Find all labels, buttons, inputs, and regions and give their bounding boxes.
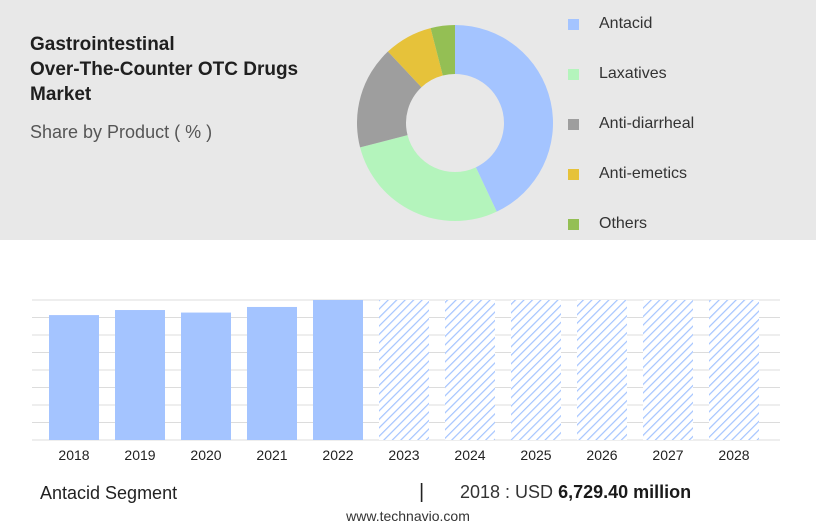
segment-value-prefix: 2018 : USD xyxy=(460,482,554,502)
x-tick-label-2019: 2019 xyxy=(124,447,155,463)
x-tick-label-2028: 2028 xyxy=(718,447,749,463)
x-tick-label-2026: 2026 xyxy=(586,447,617,463)
donut-legend: Antacid Laxatives Anti-diarrheal Anti-emeti… xyxy=(568,12,694,262)
forecast-bar-2024 xyxy=(445,300,495,440)
forecast-bar-2027 xyxy=(643,300,693,440)
donut-slice-laxatives xyxy=(360,135,497,221)
x-tick-label-2025: 2025 xyxy=(520,447,551,463)
forecast-bar-2023 xyxy=(379,300,429,440)
donut-slice-anti-diarrheal xyxy=(357,51,422,148)
title-line-2: Over-The-Counter OTC Drugs xyxy=(30,59,299,80)
title-line-1: Gastrointestinal xyxy=(30,34,175,55)
x-tick-label-2022: 2022 xyxy=(322,447,353,463)
bar-2019 xyxy=(115,310,165,440)
legend-swatch xyxy=(568,219,579,230)
site-url: www.technavio.com xyxy=(346,508,470,524)
bar-2021 xyxy=(247,306,297,440)
x-tick-label-2027: 2027 xyxy=(652,447,683,463)
legend-swatch xyxy=(568,69,579,80)
chart-subtitle: Share by Product ( % ) xyxy=(30,122,213,142)
title-line-3: Market xyxy=(30,84,92,105)
forecast-bar-2025 xyxy=(511,300,561,440)
forecast-bar-2028 xyxy=(709,300,759,440)
footer-divider: | xyxy=(419,481,425,503)
legend-label: Others xyxy=(599,215,648,232)
legend-item-anti-diarrheal: Anti-diarrheal xyxy=(568,112,694,162)
x-tick-label-2024: 2024 xyxy=(454,447,485,463)
bar-2018 xyxy=(49,315,99,440)
bar-chart: 2018 2019 2020 2021 2022 2023 2024 2025 2026 2027… xyxy=(32,299,780,463)
forecast-bar-2026 xyxy=(577,300,627,440)
donut-slice-anti-emetics xyxy=(387,28,443,88)
segment-value: 2018 : USD 6,729.40 million xyxy=(460,482,691,503)
segment-value-amount: 6,729.40 million xyxy=(558,482,692,502)
bar-2022 xyxy=(313,300,363,440)
x-tick-label-2023: 2023 xyxy=(388,447,419,463)
x-tick-label-2018: 2018 xyxy=(58,447,89,463)
legend-item-anti-emetics: Anti-emetics xyxy=(568,162,694,212)
donut-slice-others xyxy=(430,25,455,76)
x-tick-label-2021: 2021 xyxy=(256,447,287,463)
legend-item-laxatives: Laxatives xyxy=(568,62,694,112)
legend-swatch xyxy=(568,169,579,180)
legend-label: Laxatives xyxy=(599,65,667,82)
legend-swatch xyxy=(568,119,579,130)
legend-label: Antacid xyxy=(599,15,653,32)
legend-item-antacid: Antacid xyxy=(568,12,694,62)
bar-2020 xyxy=(181,312,231,440)
legend-label: Anti-emetics xyxy=(599,165,688,182)
legend-swatch xyxy=(568,19,579,30)
chart-title: Gastrointestinal Over-The-Counter OTC Dr… xyxy=(30,32,360,107)
segment-label: Antacid Segment xyxy=(40,483,178,503)
legend-label: Anti-diarrheal xyxy=(599,115,695,132)
donut-slice-antacid xyxy=(455,25,553,212)
legend-item-others: Others xyxy=(568,212,694,262)
x-tick-label-2020: 2020 xyxy=(190,447,221,463)
donut-chart xyxy=(357,25,553,221)
